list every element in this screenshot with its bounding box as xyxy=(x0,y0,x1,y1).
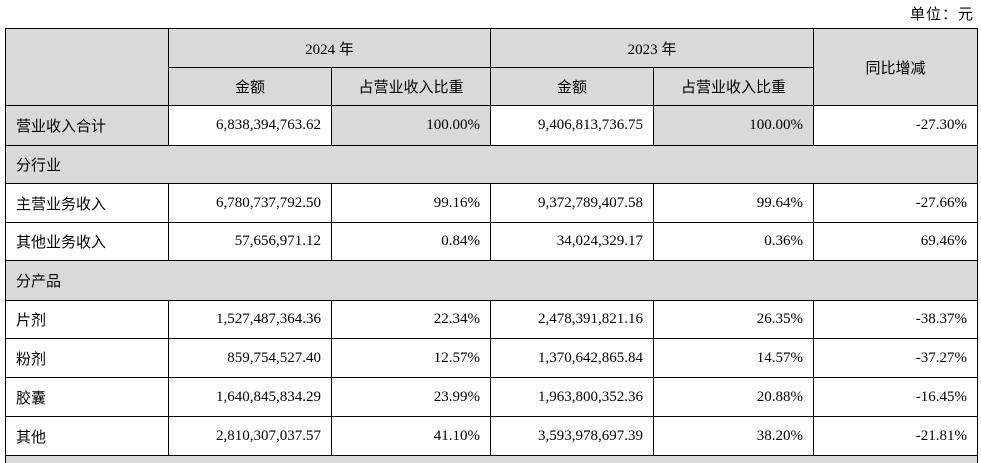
amount-2024-cell: 6,780,737,792.50 xyxy=(168,183,332,223)
section-row-by-product: 分产品 xyxy=(4,260,979,301)
row-label: 片剂 xyxy=(5,300,169,339)
yoy-cell: -27.66% xyxy=(813,183,979,223)
yoy-cell: -27.30% xyxy=(813,105,979,146)
header-cell-year-2024: 2024 年 xyxy=(167,28,492,68)
table-row-main-business: 主营业务收入 6,780,737,792.50 99.16% 9,372,789… xyxy=(5,183,979,223)
row-label: 粉剂 xyxy=(5,338,169,378)
ratio-2023-cell: 100.00% xyxy=(653,105,815,146)
row-label: 主营业务收入 xyxy=(5,183,169,223)
ratio-2024-cell: 41.10% xyxy=(330,416,492,456)
amount-2023-cell: 9,406,813,736.75 xyxy=(490,105,655,146)
amount-2024-cell: 6,838,394,763.62 xyxy=(168,105,332,146)
yoy-cell: -37.27% xyxy=(813,338,979,378)
header-cell-ratio-2023: 占营业收入比重 xyxy=(653,67,815,106)
ratio-2023-cell: 38.20% xyxy=(653,416,815,456)
ratio-2023-cell: 26.35% xyxy=(653,300,815,339)
ratio-2023-cell: 99.64% xyxy=(653,183,815,223)
amount-2024-cell: 2,810,307,037.57 xyxy=(168,416,332,456)
yoy-cell: -21.81% xyxy=(813,416,979,456)
ratio-2023-cell: 14.57% xyxy=(653,338,815,378)
amount-2023-cell: 1,370,642,865.84 xyxy=(490,338,655,378)
ratio-2024-cell: 100.00% xyxy=(330,105,492,146)
amount-2024-cell: 57,656,971.12 xyxy=(168,222,332,261)
header-row-measures: 金额 占营业收入比重 金额 占营业收入比重 xyxy=(6,67,978,106)
amount-2023-cell: 2,478,391,821.16 xyxy=(490,300,655,339)
table-row-capsules: 胶囊 1,640,845,834.29 23.99% 1,963,800,352… xyxy=(5,377,979,417)
amount-2024-cell: 1,527,487,364.36 xyxy=(168,300,332,339)
section-row-by-industry: 分行业 xyxy=(4,145,979,184)
ratio-2023-cell: 20.88% xyxy=(653,377,815,417)
header-row-years: 2024 年 2023 年 同比增减 xyxy=(5,28,979,106)
header-cell-ratio-2024: 占营业收入比重 xyxy=(330,67,492,106)
header-cell-yoy: 同比增减 xyxy=(813,28,979,106)
yoy-cell: -16.45% xyxy=(813,377,979,417)
ratio-2024-cell: 99.16% xyxy=(330,183,492,223)
ratio-2024-cell: 0.84% xyxy=(330,222,492,261)
amount-2023-cell: 1,963,800,352.36 xyxy=(490,377,655,417)
table-row-other-business: 其他业务收入 57,656,971.12 0.84% 34,024,329.17… xyxy=(5,222,979,261)
unit-label: 单位：元 xyxy=(909,7,974,23)
partial-section-cell xyxy=(4,455,979,463)
yoy-cell: -38.37% xyxy=(813,300,979,339)
row-label: 胶囊 xyxy=(5,377,169,417)
header-cell-empty xyxy=(5,28,169,106)
yoy-cell: 69.46% xyxy=(813,222,979,261)
ratio-2023-cell: 0.36% xyxy=(653,222,815,261)
row-label: 其他业务收入 xyxy=(5,222,169,261)
header-cell-amount-2024: 金额 xyxy=(168,67,332,106)
ratio-2024-cell: 23.99% xyxy=(330,377,492,417)
header-cell-amount-2023: 金额 xyxy=(490,67,655,106)
amount-2023-cell: 9,372,789,407.58 xyxy=(490,183,655,223)
section-label: 分行业 xyxy=(4,145,979,184)
header-cell-year-2023: 2023 年 xyxy=(490,28,815,68)
section-row-partial xyxy=(4,455,979,463)
row-label: 其他 xyxy=(5,416,169,456)
amount-2024-cell: 859,754,527.40 xyxy=(168,338,332,378)
table-row-tablets: 片剂 1,527,487,364.36 22.34% 2,478,391,821… xyxy=(5,300,979,339)
table-row-others: 其他 2,810,307,037.57 41.10% 3,593,978,697… xyxy=(5,416,979,456)
table-row-powder: 粉剂 859,754,527.40 12.57% 1,370,642,865.8… xyxy=(5,338,979,378)
row-label: 营业收入合计 xyxy=(5,105,169,146)
ratio-2024-cell: 12.57% xyxy=(330,338,492,378)
amount-2023-cell: 34,024,329.17 xyxy=(490,222,655,261)
amount-2024-cell: 1,640,845,834.29 xyxy=(168,377,332,417)
table-row-total-revenue: 营业收入合计 6,838,394,763.62 100.00% 9,406,81… xyxy=(5,105,979,146)
section-label: 分产品 xyxy=(4,260,979,301)
ratio-2024-cell: 22.34% xyxy=(330,300,492,339)
amount-2023-cell: 3,593,978,697.39 xyxy=(490,416,655,456)
revenue-breakdown-table: 2024 年 2023 年 同比增减 金额 占营业收入比重 金额 占营业收入比重… xyxy=(4,28,979,463)
